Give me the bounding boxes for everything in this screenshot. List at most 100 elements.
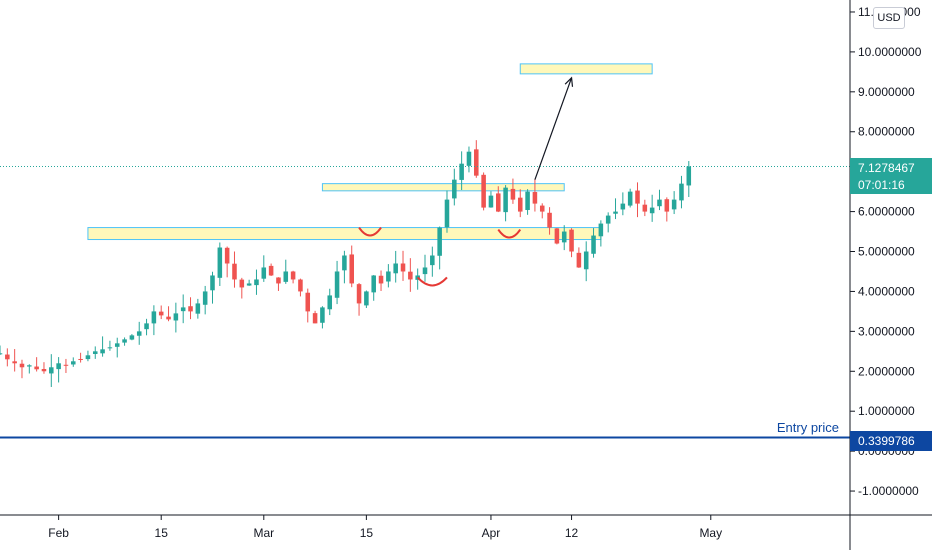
candle-body — [173, 313, 179, 321]
candlestick-series — [0, 140, 692, 387]
candle-body — [400, 263, 406, 272]
candle-body — [92, 351, 98, 355]
shoulder-curve[interactable] — [497, 228, 522, 239]
candle-body — [5, 354, 10, 360]
price-tick-label: 5.0000000 — [858, 245, 915, 259]
candle-body — [627, 191, 633, 206]
candle-body — [334, 271, 340, 298]
last-price-tag: 7.1278467 07:01:16 — [850, 158, 932, 194]
time-tick-label: Mar — [253, 526, 274, 540]
candle-body — [554, 228, 560, 244]
candle-body — [613, 211, 618, 214]
zone-rectangle[interactable] — [519, 63, 653, 75]
candle-body — [452, 179, 457, 199]
time-axis[interactable]: Feb 15 Mar 15 Apr 12 May — [0, 514, 932, 540]
candle-body — [496, 193, 501, 212]
candle-body — [561, 231, 567, 243]
candle-body — [63, 364, 69, 366]
candle-body — [444, 199, 450, 228]
candle-body — [620, 203, 626, 210]
price-tick-label: 10.0000000 — [858, 45, 922, 59]
candle-body — [100, 349, 105, 354]
entry-price-label: Entry price — [776, 420, 839, 435]
drawing-annotations[interactable] — [358, 76, 574, 287]
shoulder-curve[interactable] — [358, 226, 382, 237]
candle-body — [217, 247, 223, 278]
candle-body — [576, 252, 582, 268]
zone-rectangle[interactable] — [321, 183, 565, 192]
bar-countdown: 07:01:16 — [858, 178, 905, 192]
price-tick-label: 4.0000000 — [858, 284, 915, 298]
candle-body — [378, 275, 384, 284]
price-tick-label: 1.0000000 — [858, 404, 915, 418]
candle-body — [136, 331, 142, 336]
time-tick-label: Apr — [482, 526, 501, 540]
candle-body — [371, 275, 376, 293]
time-tick-label: 15 — [155, 526, 169, 540]
candle-body — [56, 363, 61, 370]
price-tick-label: 9.0000000 — [858, 85, 915, 99]
candle-body — [261, 267, 267, 279]
candle-body — [129, 335, 135, 340]
last-price-value: 7.1278467 — [858, 161, 915, 175]
candle-body — [27, 365, 32, 367]
candle-body — [320, 307, 325, 323]
time-tick-label: 12 — [565, 526, 579, 540]
candle-body — [151, 311, 157, 324]
candle-body — [598, 223, 604, 237]
candle-body — [312, 313, 318, 324]
candle-body — [393, 263, 398, 274]
candle-body — [583, 251, 589, 270]
candle-body — [327, 295, 333, 310]
candle-body — [202, 291, 208, 305]
candle-body — [649, 207, 655, 214]
candle-body — [283, 271, 289, 282]
target-arrow-line[interactable] — [534, 77, 573, 180]
time-tick-label: Feb — [48, 526, 69, 540]
currency-button[interactable]: USD — [873, 7, 905, 29]
candle-body — [158, 311, 164, 316]
candle-body — [510, 188, 516, 200]
candle-body — [664, 199, 670, 212]
candle-body — [71, 361, 76, 365]
candle-body — [642, 204, 648, 212]
candle-body — [122, 339, 127, 343]
candle-body — [78, 358, 83, 360]
candle-body — [195, 303, 201, 314]
candle-body — [107, 347, 113, 349]
shoulder-curve[interactable] — [416, 276, 448, 287]
candle-body — [305, 292, 311, 312]
candle-body — [503, 187, 508, 213]
candle-body — [224, 247, 230, 264]
candle-body — [466, 151, 472, 166]
time-tick-label: 15 — [360, 526, 374, 540]
candle-body — [210, 275, 215, 291]
candle-body — [437, 227, 442, 256]
candle-body — [19, 363, 25, 368]
candle-body — [41, 368, 47, 372]
candle-body — [539, 205, 545, 212]
candle-body — [246, 283, 252, 286]
zone-rectangle[interactable] — [87, 227, 602, 241]
price-tick-label: -1.0000000 — [858, 484, 919, 498]
candle-body — [49, 367, 54, 374]
candle-body — [180, 307, 186, 312]
candle-body — [254, 279, 259, 286]
candle-body — [364, 291, 369, 306]
candle-body — [12, 361, 17, 364]
entry-price-tag: 0.3399786 — [850, 431, 932, 451]
candle-body — [349, 254, 354, 284]
candle-body — [239, 279, 245, 288]
candle-body — [481, 174, 486, 208]
price-tick-label: 3.0000000 — [858, 324, 915, 338]
candle-body — [605, 215, 611, 224]
candle-body — [232, 263, 237, 280]
candle-body — [525, 191, 530, 211]
candle-body — [166, 316, 171, 320]
candle-body — [569, 229, 574, 252]
candle-body — [671, 199, 677, 210]
candle-body — [657, 199, 662, 207]
price-tick-label: 6.0000000 — [858, 205, 915, 219]
price-axis[interactable]: 11.000000010.00000009.00000008.00000006.… — [849, 0, 922, 550]
